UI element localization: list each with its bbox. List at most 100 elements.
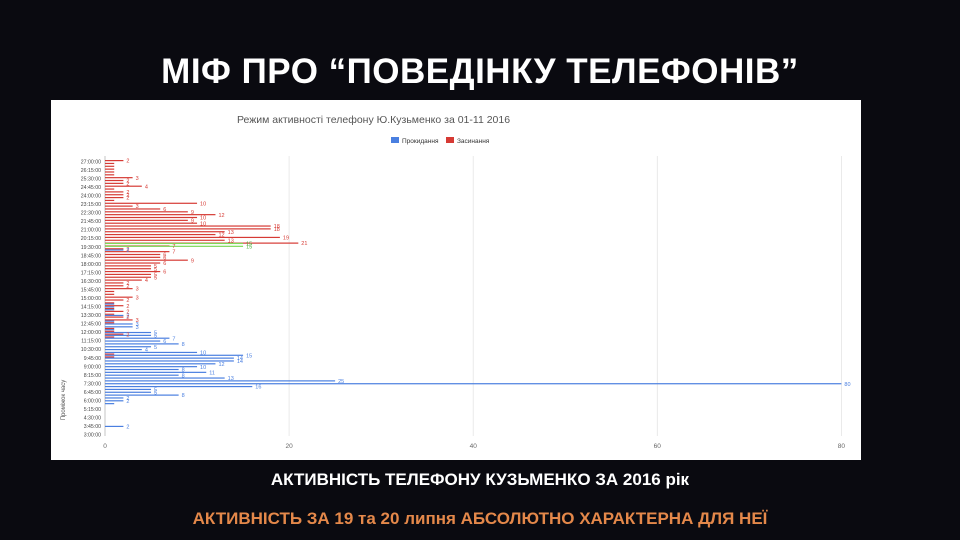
wake-bar [105,391,152,393]
wake-value-label: 11 [209,370,215,376]
y-tick-label: 21:00:00 [81,228,101,234]
wake-value-label: 2 [126,425,129,431]
y-tick-label: 12:45:00 [81,322,101,328]
y-tick-label: 26:15:00 [81,168,101,174]
sleep-bar [105,179,124,182]
sleep-value-label: 2 [126,159,129,165]
sleep-bar [105,251,170,253]
wake-bar [105,303,115,305]
grid-layer [104,156,842,436]
x-tick-label: 60 [654,443,662,450]
sleep-bar [105,202,198,204]
sleep-bar [105,302,115,304]
sleep-bar [105,239,225,241]
highlight-bar [105,242,244,245]
sleep-bar [105,168,115,170]
wake-bar [105,400,124,402]
sleep-value-label: 2 [126,193,129,199]
sleep-bar [105,316,124,318]
sleep-bar [105,208,161,210]
y-tick-label: 10:30:00 [81,347,101,353]
sleep-value-label: 2 [126,181,129,187]
highlight-value-label: 15 [246,244,252,250]
y-tick-label: 15:45:00 [81,287,101,293]
sleep-bar [105,219,188,221]
sleep-bar [105,205,133,207]
wake-value-label: 13 [228,376,234,382]
sleep-value-label: 6 [163,261,166,267]
sleep-bar [105,310,124,312]
sleep-value-label: 5 [154,275,157,281]
wake-bar [105,354,244,356]
wake-bar [105,380,336,382]
wake-value-label: 80 [844,382,850,388]
wake-bar [105,337,170,339]
sleep-value-label: 9 [191,210,194,216]
sleep-value-label: 10 [200,221,206,227]
sleep-value-label: 18 [274,227,280,233]
sleep-bar [105,253,161,256]
sleep-bar [105,336,115,338]
wake-value-label: 8 [182,373,185,379]
sleep-bar [105,160,124,162]
sleep-value-label: 19 [283,236,289,242]
wake-bar [105,331,152,334]
wake-value-label: 14 [237,359,243,365]
sleep-bar [105,327,115,330]
activity-bar-chart: Режим активності телефону Ю.Кузьменко за… [61,114,851,450]
wake-bar [105,368,179,371]
wake-bar [105,340,161,342]
sleep-value-label: 13 [228,230,234,236]
sleep-bar [105,270,161,273]
sleep-value-label: 3 [136,176,139,182]
sleep-value-label: 21 [301,241,307,247]
y-tick-label: 9:45:00 [84,356,101,362]
wake-bar [105,357,234,359]
chart-subcaption: АКТИВНІСТЬ ЗА 19 та 20 липня АБСОЛЮТНО Х… [192,509,768,528]
wake-bar [105,351,198,354]
highlight-bar [105,245,244,247]
sleep-bar [105,225,271,227]
wake-value-label: 25 [338,379,344,385]
wake-value-label: 8 [182,393,185,399]
sleep-value-label: 5 [154,267,157,273]
wake-bar [105,397,124,399]
sleep-value-label: 2 [126,190,129,196]
x-tick-label: 20 [285,443,293,450]
wake-bar [105,363,216,365]
sleep-value-label: 7 [172,244,175,250]
chart-title: Режим активності телефону Ю.Кузьменко за… [237,114,510,126]
wake-bar [105,323,133,325]
sleep-value-label: 2 [126,281,129,287]
y-tick-label: 11:15:00 [81,339,101,345]
sleep-bar [105,256,161,258]
sleep-value-label: 3 [136,204,139,210]
wake-bar [105,329,115,331]
sleep-bar [105,174,115,176]
y-tick-label: 27:00:00 [81,159,101,165]
y-tick-label: 3:00:00 [84,433,101,439]
y-tick-label: 16:30:00 [81,279,101,285]
sleep-value-label: 2 [126,196,129,202]
slide-title: МІФ ПРО “ПОВЕДІНКУ ТЕЛЕФОНІВ” [161,52,799,91]
sleep-value-label: 3 [136,295,139,301]
wake-bar [105,309,115,311]
sleep-value-label: 4 [145,278,148,284]
wake-value-label: 2 [126,396,129,402]
y-tick-label: 22:30:00 [81,211,101,217]
wake-bar [105,425,124,428]
wake-value-label: 5 [154,390,157,396]
sleep-bar [105,273,152,276]
wake-value-label: 10 [200,365,206,371]
sleep-value-label: 2 [126,298,129,304]
wake-bar [105,385,253,388]
sleep-value-label: 9 [191,218,194,224]
y-tick-label: 6:45:00 [84,390,101,396]
sleep-value-label: 2 [126,309,129,315]
sleep-value-label: 2 [126,284,129,290]
wake-value-label: 2 [126,248,129,254]
sleep-value-label: 12 [218,213,224,219]
sleep-bar [105,333,124,335]
y-tick-label: 20:15:00 [81,236,101,242]
y-tick-label: 12:00:00 [81,330,101,336]
